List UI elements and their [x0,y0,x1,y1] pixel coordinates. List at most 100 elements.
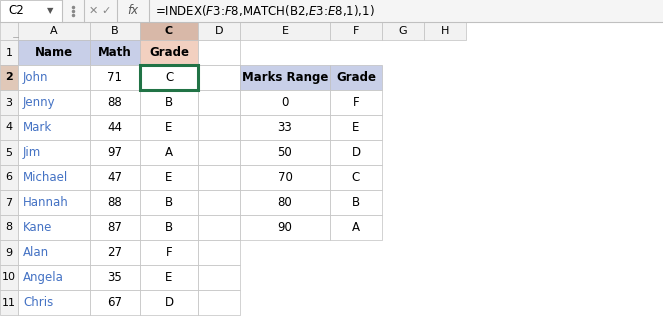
Text: 80: 80 [278,196,292,209]
Bar [18,115,90,140]
Bar [330,215,382,240]
Text: 44: 44 [107,121,123,134]
Bar [240,215,330,240]
Bar [140,65,198,90]
Text: 87: 87 [107,221,123,234]
Bar [0,190,18,215]
Text: 10: 10 [2,273,16,283]
Bar [141,65,198,90]
Bar [90,240,140,265]
Bar [240,190,330,215]
Bar [330,140,382,165]
Bar [198,165,240,190]
Bar [18,290,90,315]
Bar [0,0,62,22]
Bar [90,215,140,240]
Bar [0,0,663,22]
Text: 70: 70 [278,171,292,184]
Text: =INDEX($F$3:$F$8,MATCH(B2,$E$3:$E$8,1),1): =INDEX($F$3:$F$8,MATCH(B2,$E$3:$E$8,1),1… [155,4,375,19]
Bar [330,190,382,215]
Text: Grade: Grade [336,71,376,84]
Text: F: F [166,246,172,259]
Bar [90,90,140,115]
Bar [140,90,198,115]
Text: E: E [165,121,172,134]
Bar [240,165,330,190]
Bar [18,65,90,90]
Bar [140,40,198,65]
Bar [240,140,330,165]
Bar [240,65,330,90]
Bar [330,115,382,140]
Text: C: C [165,26,173,36]
Bar [198,22,240,40]
Text: fx: fx [127,5,139,18]
Bar [140,115,198,140]
Text: Hannah: Hannah [23,196,69,209]
Bar [18,22,90,40]
Bar [330,90,382,115]
Bar [90,22,140,40]
Text: Chris: Chris [23,296,53,309]
Text: D: D [215,26,223,36]
Bar [382,22,424,40]
Text: 2: 2 [5,72,13,82]
Text: E: E [352,121,360,134]
Text: 9: 9 [5,247,13,258]
Text: C: C [352,171,360,184]
Bar [18,90,90,115]
Text: 0: 0 [281,96,288,109]
Text: E: E [165,171,172,184]
Bar [198,115,240,140]
Text: C: C [165,71,173,84]
Text: D: D [351,146,361,159]
Text: E: E [165,271,172,284]
Text: 5: 5 [5,147,13,157]
Text: ▼: ▼ [47,7,53,16]
Bar [90,40,140,65]
Bar [198,40,240,65]
Text: 33: 33 [278,121,292,134]
Bar [90,115,140,140]
Bar [0,240,18,265]
Text: 7: 7 [5,198,13,208]
Bar [140,290,198,315]
Bar [0,115,18,140]
Bar [140,140,198,165]
Text: 4: 4 [5,123,13,132]
Text: Michael: Michael [23,171,68,184]
Bar [198,90,240,115]
Bar [18,215,90,240]
Text: Math: Math [98,46,132,59]
Text: John: John [23,71,48,84]
Text: F: F [353,96,359,109]
Bar [198,65,240,90]
Bar [198,290,240,315]
Bar [0,290,18,315]
Text: 88: 88 [107,96,123,109]
Bar [90,165,140,190]
Text: 97: 97 [107,146,123,159]
Text: B: B [165,196,173,209]
Text: Jenny: Jenny [23,96,56,109]
Text: F: F [353,26,359,36]
Bar [90,140,140,165]
Text: G: G [398,26,407,36]
Text: ✕: ✕ [88,6,97,16]
Text: 71: 71 [107,71,123,84]
Text: Alan: Alan [23,246,49,259]
Text: 3: 3 [5,98,13,108]
Bar [330,65,382,90]
Bar [330,22,382,40]
Text: 11: 11 [2,297,16,307]
Text: B: B [165,221,173,234]
Text: 67: 67 [107,296,123,309]
Bar [90,190,140,215]
Text: Name: Name [35,46,73,59]
Text: Angela: Angela [23,271,64,284]
Bar [140,165,198,190]
Text: Kane: Kane [23,221,52,234]
Bar [18,40,90,65]
Text: 6: 6 [5,173,13,183]
Text: ✓: ✓ [101,6,111,16]
